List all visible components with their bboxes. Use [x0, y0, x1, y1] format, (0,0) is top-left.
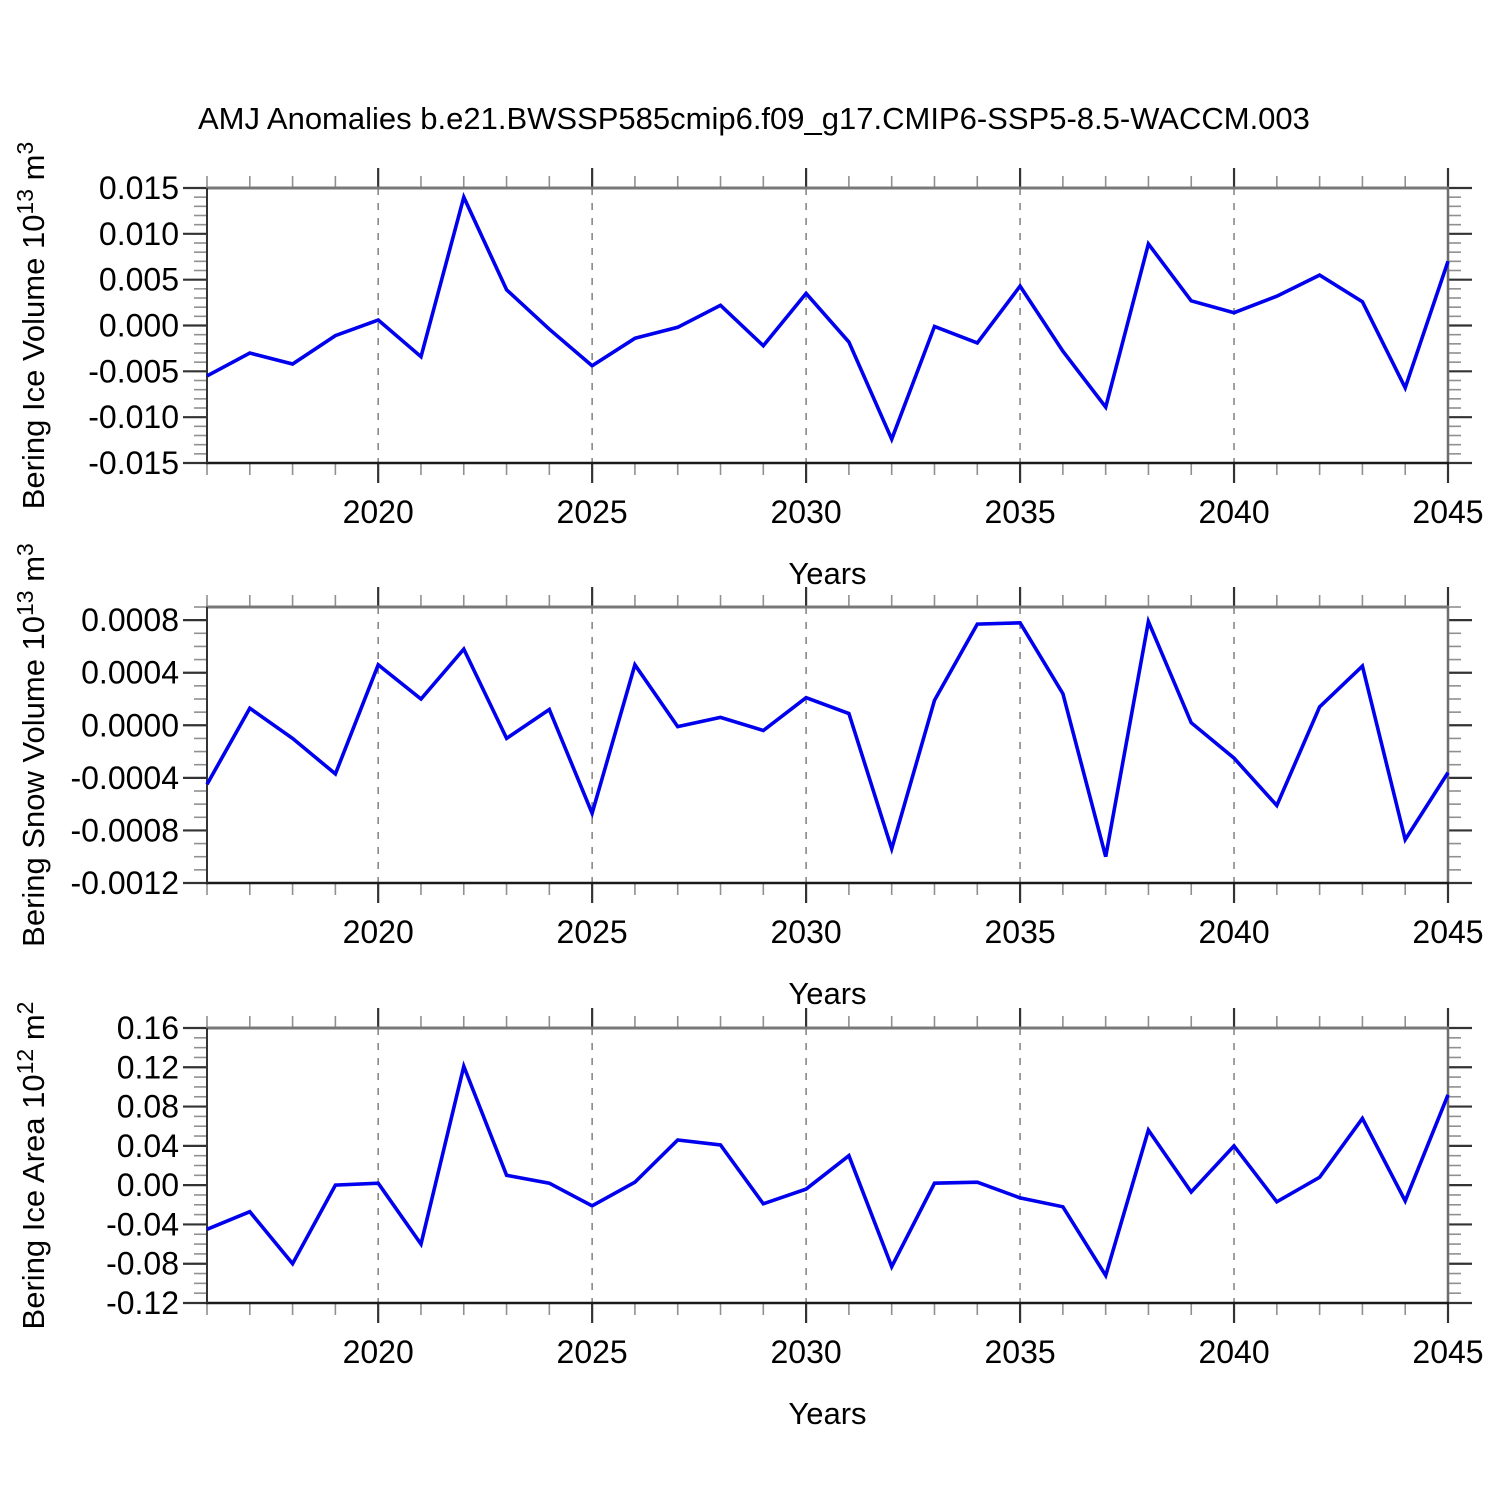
y-tick-label: -0.08 — [106, 1246, 179, 1282]
data-line — [206, 191, 1450, 444]
x-tick-label: 2045 — [1412, 914, 1483, 950]
x-axis-title: Years — [788, 1396, 866, 1431]
x-tick-label: 2040 — [1198, 1334, 1269, 1370]
x-tick-label: 2045 — [1412, 494, 1483, 530]
x-tick-label: 2035 — [984, 914, 1055, 950]
subplot-1: 0.015 0.010 0.005 0.000 -0.005 -0.010 -0.015 20… — [12, 142, 1484, 591]
y-tick-label: 0.16 — [117, 1010, 179, 1046]
x-tick-label: 2025 — [557, 914, 628, 950]
x-tick-label: 2025 — [557, 1334, 628, 1370]
y-tick-label: 0.08 — [117, 1089, 179, 1125]
y-axis-title: Bering Ice Volume 1013 m3 — [12, 142, 51, 510]
y-tick-label: 0.12 — [117, 1049, 179, 1085]
x-tick-label: 2030 — [771, 494, 842, 530]
x-tick-label: 2030 — [771, 914, 842, 950]
y-tick-label: 0.010 — [99, 216, 179, 252]
y-tick-label: -0.0004 — [70, 760, 179, 796]
x-axis-title: Years — [788, 556, 866, 591]
y-tick-label: -0.04 — [106, 1206, 179, 1242]
subplot-3: 0.160.12 0.080.040.00-0.04 -0.08-0.12 2020 2… — [12, 1002, 1484, 1431]
x-tick-label: 2045 — [1412, 1334, 1483, 1370]
y-tick-label: 0.0008 — [81, 602, 179, 638]
y-tick-label: 0.000 — [99, 308, 179, 344]
y-tick-label: -0.12 — [106, 1285, 179, 1321]
x-tick-label: 2030 — [771, 1334, 842, 1370]
y-tick-label: 0.04 — [117, 1128, 179, 1164]
data-line — [205, 615, 1450, 858]
y-tick-label: -0.0008 — [70, 812, 179, 848]
x-tick-label: 2020 — [343, 914, 414, 950]
y-axis-title: Bering Ice Area 1012 m2 — [12, 1002, 51, 1330]
chart-title: AMJ Anomalies b.e21.BWSSP585cmip6.f09_g1… — [198, 101, 1310, 136]
x-axis-title: Years — [788, 976, 866, 1011]
subplot-2: 0.0008 0.0004 0.0000 -0.0004 -0.0008 -0.0012 2… — [12, 543, 1484, 1011]
x-tick-label: 2020 — [343, 494, 414, 530]
x-tick-label: 2025 — [557, 494, 628, 530]
y-tick-label: 0.005 — [99, 262, 179, 298]
data-line — [206, 1060, 1450, 1280]
y-tick-label: 0.015 — [99, 170, 179, 206]
y-tick-label: -0.0012 — [70, 865, 179, 901]
x-tick-label: 2040 — [1198, 914, 1269, 950]
y-tick-label: 0.0004 — [81, 655, 179, 691]
y-tick-label: -0.010 — [88, 399, 179, 435]
x-tick-label: 2035 — [984, 494, 1055, 530]
y-tick-label: 0.0000 — [81, 707, 179, 743]
y-axis-title: Bering Snow Volume 1013 m3 — [12, 543, 51, 947]
y-tick-label: -0.015 — [88, 445, 179, 481]
x-tick-label: 2035 — [984, 1334, 1055, 1370]
y-tick-label: -0.005 — [88, 353, 179, 389]
x-tick-label: 2040 — [1198, 494, 1269, 530]
x-tick-label: 2020 — [343, 1334, 414, 1370]
y-tick-label: 0.00 — [117, 1167, 179, 1203]
